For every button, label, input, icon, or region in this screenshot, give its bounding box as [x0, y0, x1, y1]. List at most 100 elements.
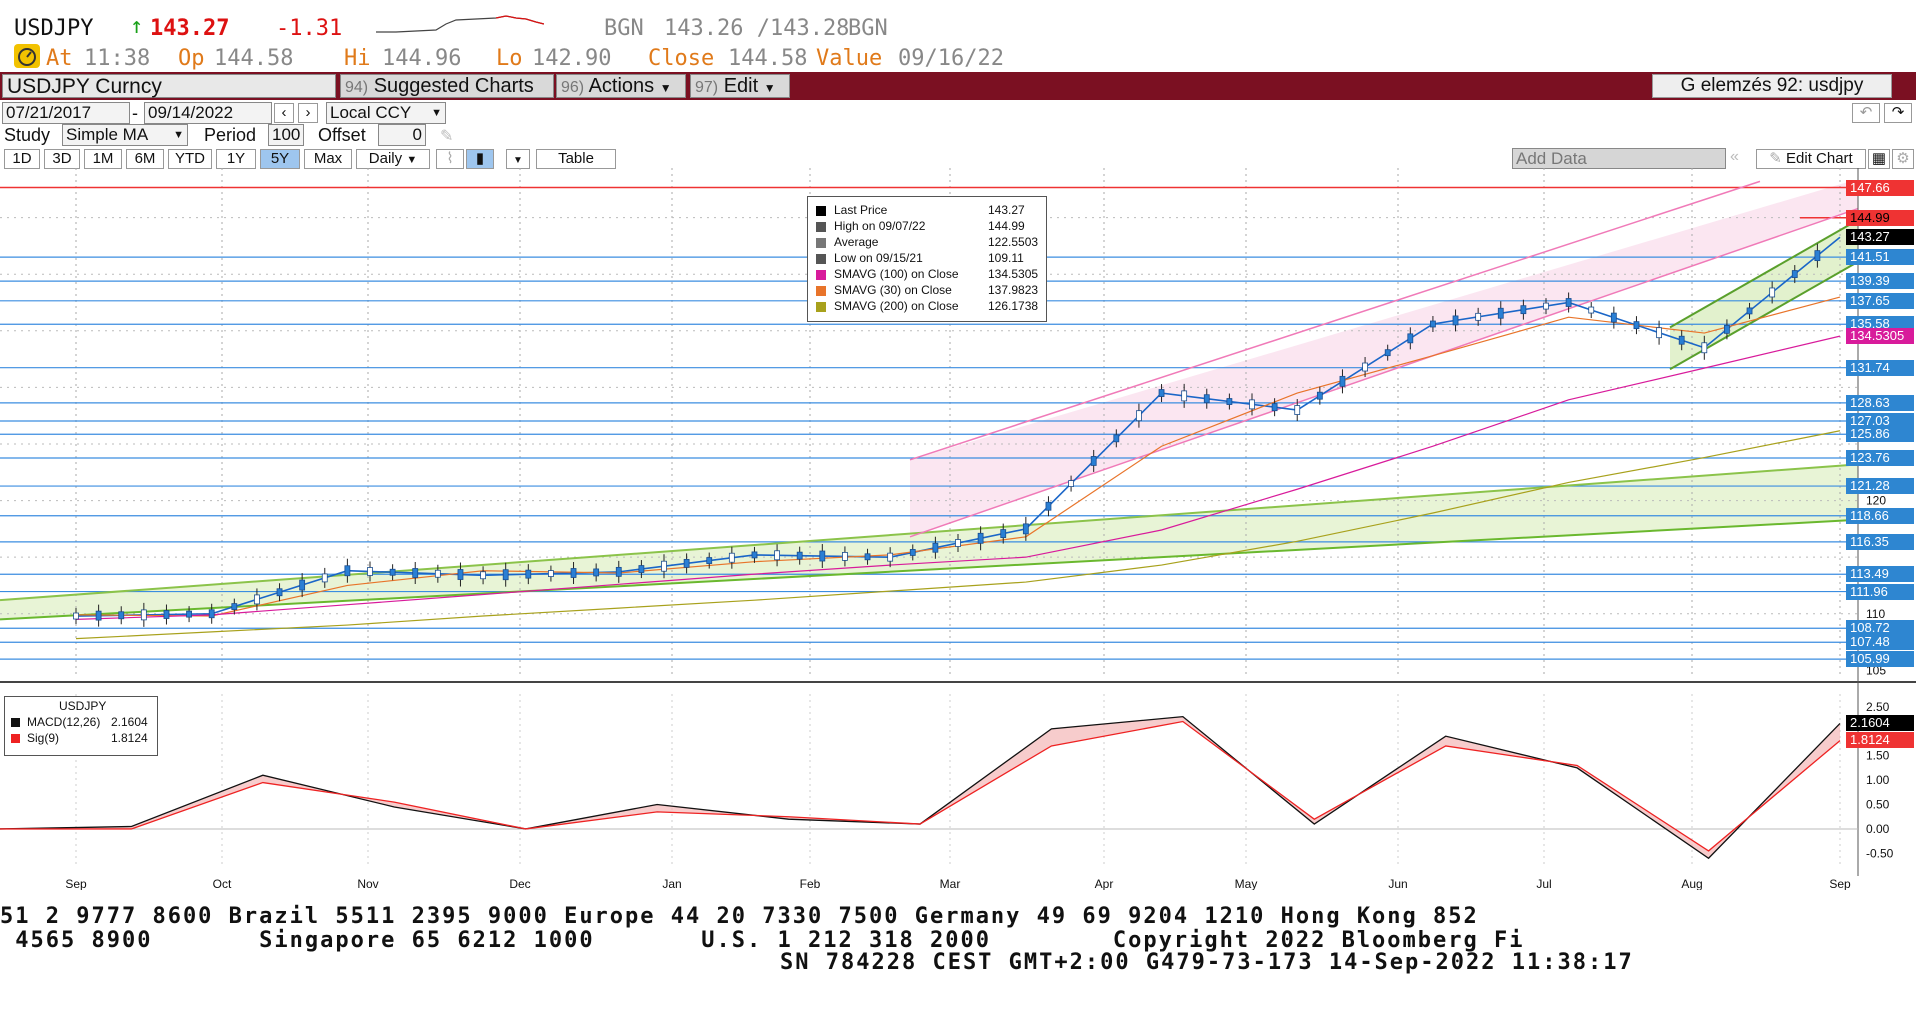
close-label: Close	[648, 46, 715, 71]
axis-tag-147-66: 147.66	[1846, 179, 1914, 196]
hi-label: Hi	[344, 46, 371, 71]
chevron-down-icon: ▼	[659, 81, 672, 95]
candle-body	[480, 571, 486, 580]
candle-body	[1226, 398, 1233, 405]
gear-icon[interactable]: ⚙	[1892, 149, 1914, 169]
legend-row[interactable]: Last Price 143.27	[816, 203, 1041, 219]
candle-chart-icon[interactable]: ▮	[466, 149, 494, 169]
gauge-icon[interactable]	[14, 44, 40, 68]
range-1y[interactable]: 1Y	[216, 149, 256, 169]
legend-label: Last Price	[834, 203, 888, 217]
month-label: May	[1235, 877, 1258, 890]
frequency-select[interactable]: Daily ▼	[356, 149, 430, 169]
range-5y[interactable]: 5Y	[260, 149, 300, 169]
price-legend[interactable]: Last Price 143.27 High on 09/07/22 144.99 Av…	[807, 196, 1047, 322]
trend-line-recent-upper	[1669, 219, 1859, 329]
date-to-value: 09/14/2022	[148, 103, 234, 122]
chart-type-dropdown[interactable]: ▼	[506, 149, 530, 169]
date-from-field[interactable]: 07/21/2017	[2, 102, 130, 124]
macd-tick-label: -0.50	[1866, 846, 1894, 860]
edit-menu[interactable]: 97) Edit ▼	[690, 74, 790, 98]
macd-legend[interactable]: USDJPY MACD(12,26) 2.1604 Sig(9) 1.8124	[4, 696, 158, 756]
macd-tick-label: 1.50	[1866, 749, 1890, 763]
prev-arrow-icon[interactable]: ‹	[274, 103, 294, 123]
range-ytd[interactable]: YTD	[168, 149, 212, 169]
currency-value: Local CCY	[330, 103, 412, 122]
trend-line-recent-lower	[1669, 260, 1859, 371]
macd-axis-tag-1-8124: 1.8124	[1846, 732, 1914, 749]
range-max[interactable]: Max	[304, 149, 352, 169]
candle-body	[1384, 349, 1391, 357]
signal-swatch	[11, 734, 20, 743]
actions-label: Actions	[588, 75, 655, 97]
range-3d[interactable]: 3D	[44, 149, 80, 169]
actions-menu[interactable]: 96) Actions ▼	[556, 74, 686, 98]
chart-settings-icon[interactable]: ▦	[1868, 149, 1890, 169]
candle-body	[1746, 307, 1753, 315]
candle-body	[1249, 399, 1255, 410]
candle-body	[1407, 333, 1414, 344]
series-line-smavg-200	[75, 430, 1841, 640]
redo-icon[interactable]: ↷	[1884, 103, 1912, 123]
net-change: -1.31	[276, 16, 343, 41]
chevron-down-icon: ▼	[763, 81, 776, 95]
source-label: BGN	[604, 16, 644, 41]
macd-axis-tag-2-1604: 2.1604	[1846, 715, 1914, 732]
currency-select[interactable]: Local CCY ▼	[326, 102, 446, 124]
legend-row[interactable]: SMAVG (30) on Close 137.9823	[816, 283, 1041, 299]
axis-tag-121-28: 121.28	[1846, 478, 1914, 495]
legend-value: 134.5305	[988, 267, 1039, 281]
legend-swatch	[816, 286, 826, 296]
table-button[interactable]: Table	[536, 149, 616, 169]
candle-body	[118, 611, 125, 620]
legend-row[interactable]: SMAVG (100) on Close 134.5305	[816, 267, 1041, 283]
macd-tick-label: 0.00	[1866, 822, 1890, 836]
legend-row[interactable]: SMAVG (200) on Close 126.1738	[816, 299, 1041, 315]
collapse-icon[interactable]: «	[1730, 148, 1739, 165]
upper-channel-fill	[910, 181, 1858, 537]
add-data-input[interactable]: Add Data	[1512, 148, 1726, 169]
legend-row[interactable]: Average 122.5503	[816, 235, 1041, 251]
next-arrow-icon[interactable]: ›	[298, 103, 318, 123]
legend-value: 126.1738	[988, 299, 1039, 313]
sparkline	[376, 15, 544, 33]
legend-value: 109.11	[988, 251, 1024, 265]
legend-row[interactable]: Low on 09/15/21 109.11	[816, 251, 1041, 267]
range-1m[interactable]: 1M	[84, 149, 122, 169]
pencil-icon[interactable]: ✎	[440, 128, 454, 145]
hi-value: 144.96	[382, 46, 462, 71]
security-field[interactable]: USDJPY Curncy	[2, 74, 336, 98]
suggested-num: 94)	[345, 79, 369, 96]
candle-body	[502, 569, 509, 581]
month-label: Mar	[940, 877, 961, 890]
offset-input[interactable]: 0	[378, 124, 426, 146]
month-label: Dec	[509, 877, 530, 890]
axis-tag-125-86: 125.86	[1846, 426, 1914, 443]
actions-num: 96)	[561, 79, 585, 96]
macd-value: 2.1604	[111, 715, 148, 729]
candle-body	[1339, 375, 1346, 387]
edit-chart-button[interactable]: ✎ Edit Chart	[1756, 149, 1866, 169]
lo-label: Lo	[496, 46, 523, 71]
macd-line	[0, 715, 1841, 860]
axis-tag-105-99: 105.99	[1846, 651, 1914, 668]
candle-body	[1633, 321, 1640, 330]
study-select[interactable]: Simple MA ▼	[62, 124, 188, 146]
legend-row[interactable]: High on 09/07/22 144.99	[816, 219, 1041, 235]
range-1d[interactable]: 1D	[4, 149, 40, 169]
frequency-value: Daily	[368, 150, 403, 167]
price-tick-label: 110	[1866, 607, 1885, 621]
trend-line-lower-green	[0, 518, 1859, 621]
range-6m[interactable]: 6M	[126, 149, 164, 169]
line-chart-icon[interactable]: ⌇	[436, 149, 464, 169]
study-value: Simple MA	[66, 125, 149, 144]
edit-label: Edit	[723, 75, 759, 97]
candle-body	[1475, 312, 1482, 321]
up-arrow-icon: ↑	[130, 14, 144, 39]
macd-swatch	[11, 718, 20, 727]
suggested-charts-button[interactable]: 94) Suggested Charts	[340, 74, 554, 98]
period-input[interactable]: 100	[268, 124, 304, 146]
undo-icon[interactable]: ↶	[1852, 103, 1880, 123]
date-to-field[interactable]: 09/14/2022	[144, 102, 272, 124]
candle-body	[1769, 287, 1776, 298]
